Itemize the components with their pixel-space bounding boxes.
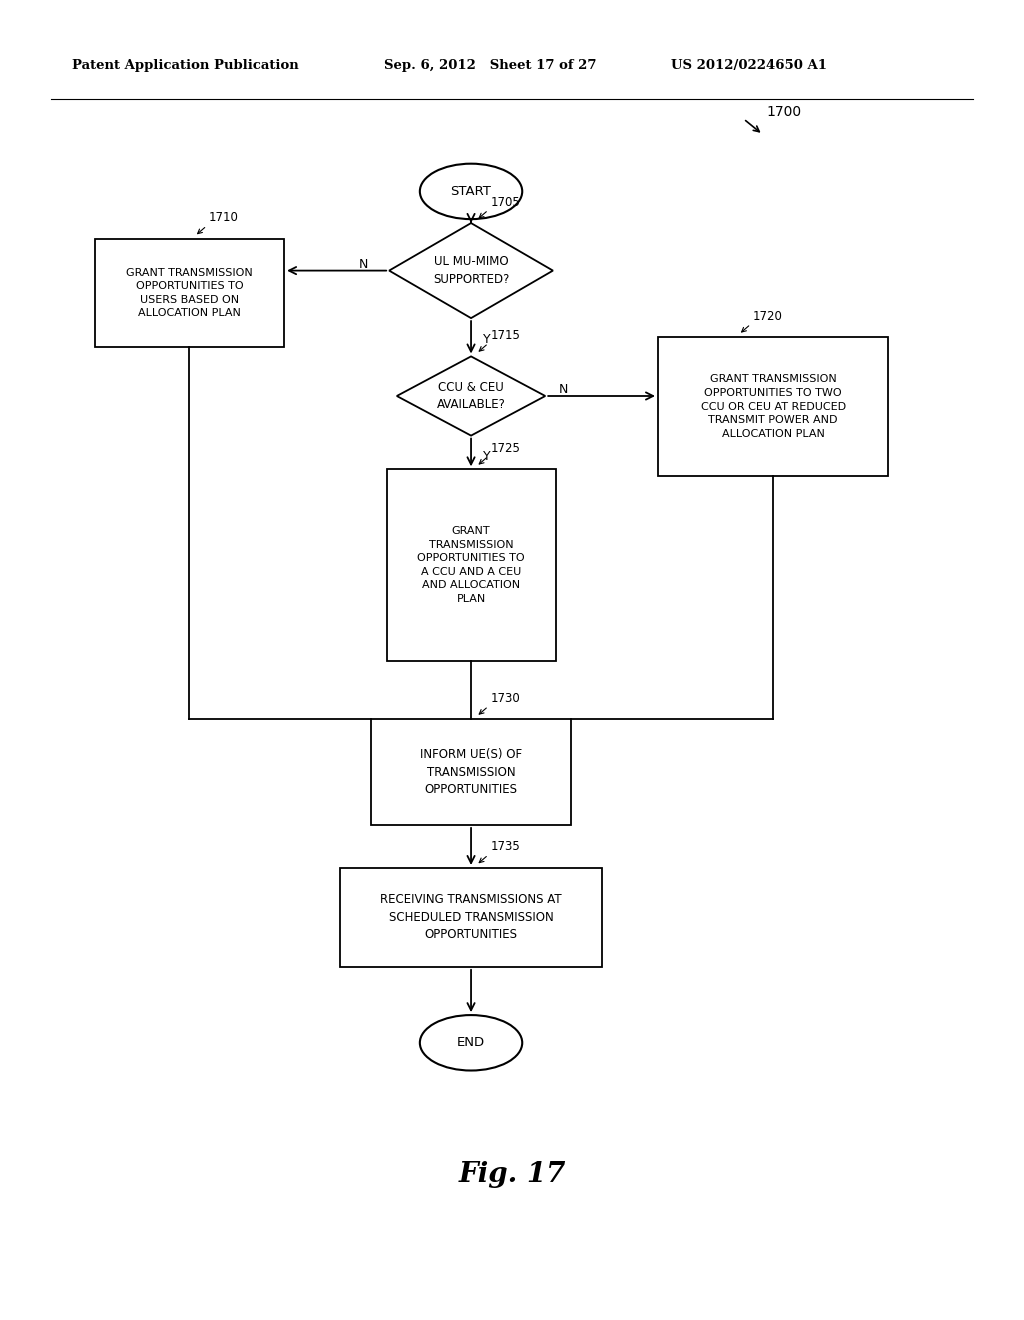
Text: Patent Application Publication: Patent Application Publication <box>72 59 298 73</box>
Text: 1710: 1710 <box>209 211 239 224</box>
Text: 1700: 1700 <box>766 104 801 119</box>
Ellipse shape <box>420 1015 522 1071</box>
Text: RECEIVING TRANSMISSIONS AT
SCHEDULED TRANSMISSION
OPPORTUNITIES: RECEIVING TRANSMISSIONS AT SCHEDULED TRA… <box>380 894 562 941</box>
Bar <box>657 337 888 477</box>
Text: GRANT TRANSMISSION
OPPORTUNITIES TO
USERS BASED ON
ALLOCATION PLAN: GRANT TRANSMISSION OPPORTUNITIES TO USER… <box>126 268 253 318</box>
Text: 1720: 1720 <box>753 310 782 323</box>
Text: Y: Y <box>483 333 490 346</box>
Text: 1735: 1735 <box>490 841 520 854</box>
Text: 1715: 1715 <box>490 329 520 342</box>
Bar <box>387 470 555 661</box>
Text: 1730: 1730 <box>490 692 520 705</box>
Text: END: END <box>457 1036 485 1049</box>
Text: GRANT TRANSMISSION
OPPORTUNITIES TO TWO
CCU OR CEU AT REDUCED
TRANSMIT POWER AND: GRANT TRANSMISSION OPPORTUNITIES TO TWO … <box>700 375 846 438</box>
Text: START: START <box>451 185 492 198</box>
Text: INFORM UE(S) OF
TRANSMISSION
OPPORTUNITIES: INFORM UE(S) OF TRANSMISSION OPPORTUNITI… <box>420 748 522 796</box>
Text: 1725: 1725 <box>490 442 520 454</box>
Text: N: N <box>358 257 369 271</box>
Text: GRANT
TRANSMISSION
OPPORTUNITIES TO
A CCU AND A CEU
AND ALLOCATION
PLAN: GRANT TRANSMISSION OPPORTUNITIES TO A CC… <box>417 525 525 605</box>
Text: CCU & CEU
AVAILABLE?: CCU & CEU AVAILABLE? <box>436 380 506 412</box>
Bar <box>94 239 284 347</box>
Text: Fig. 17: Fig. 17 <box>459 1162 565 1188</box>
Text: N: N <box>559 383 568 396</box>
Text: Y: Y <box>483 450 490 463</box>
Polygon shape <box>397 356 545 436</box>
Ellipse shape <box>420 164 522 219</box>
Text: Sep. 6, 2012   Sheet 17 of 27: Sep. 6, 2012 Sheet 17 of 27 <box>384 59 597 73</box>
Text: UL MU-MIMO
SUPPORTED?: UL MU-MIMO SUPPORTED? <box>433 255 509 286</box>
Polygon shape <box>389 223 553 318</box>
Text: US 2012/0224650 A1: US 2012/0224650 A1 <box>671 59 826 73</box>
Bar <box>340 869 602 966</box>
Bar <box>372 719 571 825</box>
Text: 1705: 1705 <box>490 195 520 209</box>
